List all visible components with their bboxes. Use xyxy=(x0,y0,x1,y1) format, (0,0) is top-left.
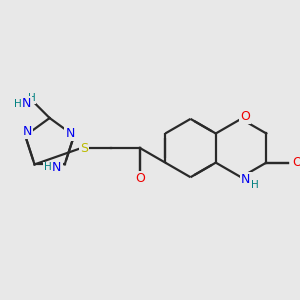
Text: O: O xyxy=(292,156,300,169)
Text: N: N xyxy=(52,161,62,174)
Text: O: O xyxy=(240,110,250,123)
Text: O: O xyxy=(135,172,145,185)
Text: N: N xyxy=(241,173,250,186)
Text: H: H xyxy=(44,162,52,172)
Text: H: H xyxy=(251,180,259,190)
Text: N: N xyxy=(22,125,32,138)
Text: H: H xyxy=(14,99,22,109)
Text: N: N xyxy=(65,127,75,140)
Text: N: N xyxy=(22,98,32,110)
Text: S: S xyxy=(80,142,88,154)
Text: H: H xyxy=(28,93,35,103)
